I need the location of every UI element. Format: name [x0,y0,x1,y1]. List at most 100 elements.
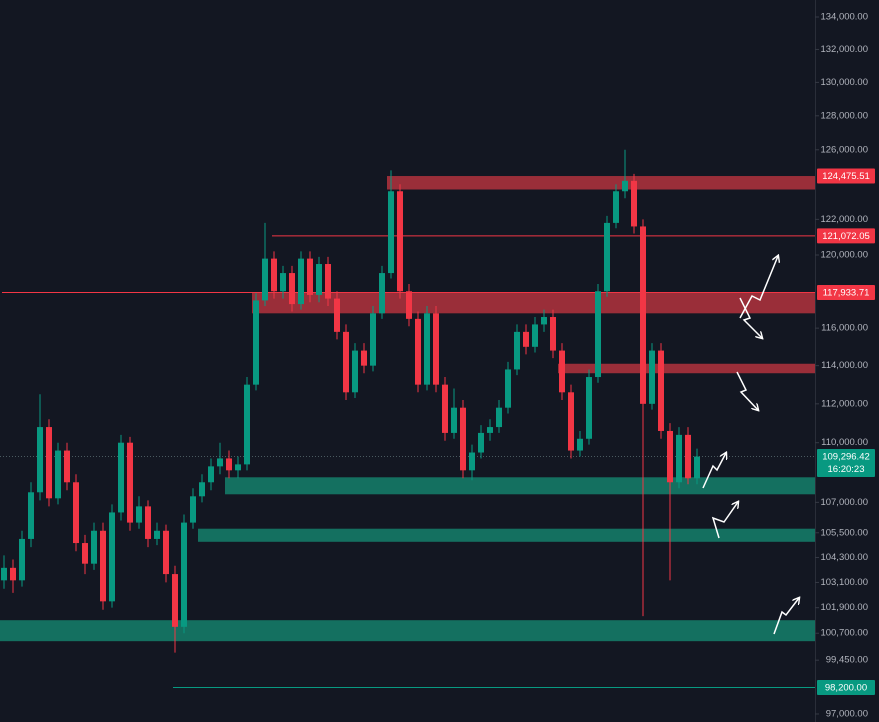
candle-body [172,574,178,627]
candle-body [10,567,16,581]
candle-body [676,434,682,483]
candle-body [118,442,124,513]
candle-body [235,464,241,471]
y-tick-label: 134,000.00 [820,12,868,23]
y-tick-label: 114,000.00 [821,360,868,371]
candle-body [631,180,637,227]
candle-body [307,258,313,295]
candle-body [325,264,331,299]
candle-body [622,180,628,192]
candle-body [64,450,70,483]
price-label: 98,200.00 [825,682,867,693]
candle-body [253,300,259,385]
price-label: 121,072.05 [822,231,870,242]
candle-body [73,482,79,544]
candle-body [496,407,502,428]
candle-body [298,258,304,305]
y-tick-label: 99,450.00 [826,655,868,666]
candle-body [505,369,511,408]
candle-body [550,317,556,351]
candle-body [478,432,484,453]
candle-body [1,567,7,581]
candle-body [514,331,520,370]
zone [198,528,815,542]
price-label: 117,933.71 [823,287,870,298]
price-label: 109,296.42 [822,452,870,463]
candle-body [604,222,610,292]
candle-body [388,191,394,274]
price-label-box [817,168,875,184]
candle-body [181,522,187,627]
candle-body [199,482,205,497]
candle-body [442,384,448,433]
zone [0,620,815,642]
candle-body [154,530,160,539]
y-tick-label: 100,700.00 [820,628,868,639]
y-tick-label: 97,000.00 [826,708,868,719]
candle-body [28,492,34,539]
candle-body [370,313,376,366]
candle-body [397,191,403,292]
candle-body [244,384,250,465]
arrow [702,453,726,489]
y-tick-label: 104,300.00 [820,552,868,563]
candle-body [424,313,430,385]
candle-body [109,512,115,602]
price-axis: 134,000.00 132,000.00 130,000.00 128,000.00… [815,12,875,719]
y-tick-label: 107,000.00 [820,497,868,508]
candle-body [136,506,142,523]
zone [387,176,815,190]
price-label-box [817,284,875,300]
candle-body [595,291,601,378]
candle-body [316,264,322,295]
candle-body [406,291,412,319]
candle-body [262,258,268,301]
candle-body [523,331,529,347]
zone [225,477,815,495]
candle-body [46,427,52,499]
candle-body [208,466,214,483]
candle-body [451,407,457,433]
candle-body [37,427,43,493]
y-tick-label: 112,000.00 [821,398,868,409]
candle-body [568,392,574,451]
candle-body [433,313,439,385]
zone [558,363,815,374]
candle-body [613,191,619,223]
candle-body [541,317,547,325]
candle-body [343,331,349,393]
price-label: 124,475.51 [822,171,870,182]
y-tick-label: 126,000.00 [820,144,868,155]
arrow [711,502,738,539]
candle-body [352,350,358,393]
y-tick-label: 132,000.00 [820,44,868,55]
candle-body [460,407,466,471]
candle-body [667,430,673,483]
arrow [739,297,762,338]
candle-body [217,458,223,467]
candle-body [649,350,655,404]
candle-body [469,452,475,471]
countdown: 16:20:23 [828,464,865,475]
candle-body [658,350,664,431]
candle-body [415,318,421,385]
candle-body [55,450,61,499]
y-tick-label: 116,000.00 [821,323,868,334]
candle-body [694,456,700,479]
zone [252,292,815,314]
y-tick-label: 101,900.00 [820,602,868,613]
arrow [773,598,799,635]
arrow [739,256,778,319]
candle-body [19,538,25,581]
candle-body [532,324,538,347]
candle-body [640,226,646,404]
candle-body [577,438,583,451]
candle-body [271,258,277,292]
y-tick-label: 110,000.00 [821,437,868,448]
candle-body [361,350,367,366]
y-tick-label: 120,000.00 [820,250,868,261]
candle-body [559,350,565,393]
y-tick-label: 105,500.00 [820,527,868,538]
candle-body [685,434,691,479]
